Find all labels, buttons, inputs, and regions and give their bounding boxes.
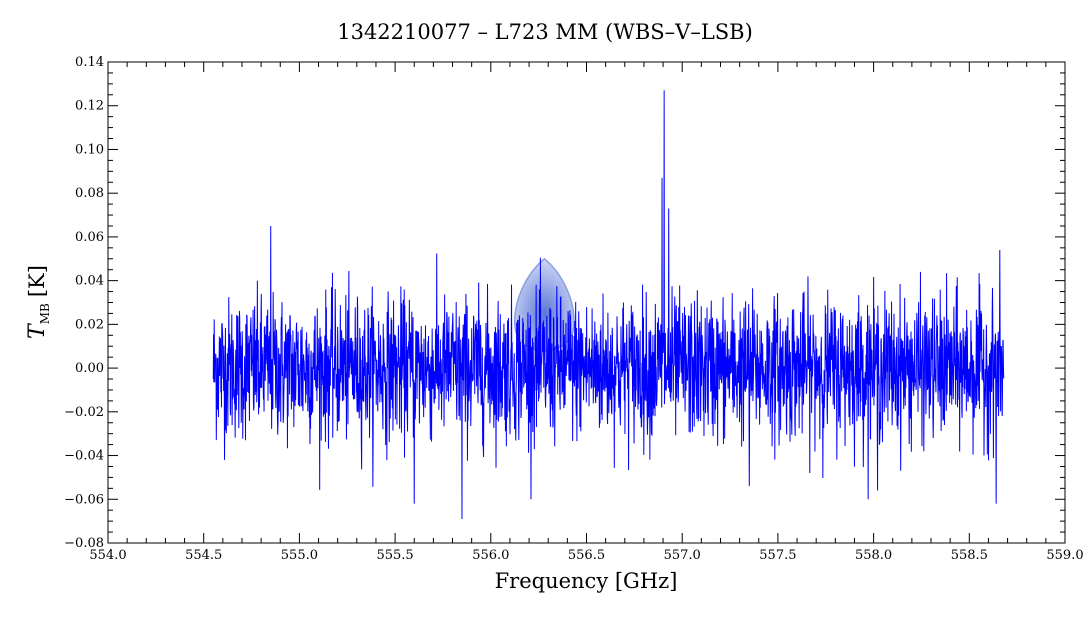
y-axis-unit: [K]	[25, 265, 49, 297]
y-tick-label: 0.12	[75, 99, 104, 114]
x-tick-label: 558.5	[951, 548, 988, 563]
y-axis-title: TMB [K]	[25, 265, 52, 339]
y-tick-label: 0.08	[75, 186, 104, 201]
x-tick-label: 557.5	[759, 548, 796, 563]
x-axis: 554.0 554.5 555.0 555.5 556.0 556.5 557.0 557.5…	[89, 62, 1084, 563]
x-tick-label: 558.0	[855, 548, 892, 563]
chart-title: 1342210077 – L723 MM (WBS–V–LSB)	[337, 20, 753, 44]
x-tick-label: 554.0	[89, 548, 126, 563]
y-tick-label: −0.06	[64, 492, 104, 507]
y-tick-label: −0.04	[64, 449, 104, 464]
plot-area	[212, 90, 1005, 519]
y-tick-label: 0.04	[75, 274, 104, 289]
y-tick-label: 0.02	[75, 317, 104, 332]
y-axis-symbol: T	[25, 322, 50, 339]
y-tick-label: −0.02	[64, 405, 104, 420]
x-tick-label: 557.0	[664, 548, 701, 563]
svg-text:TMB[K]: TMB [K]	[25, 265, 52, 339]
y-tick-label: −0.08	[64, 536, 104, 551]
x-axis-title: Frequency [GHz]	[495, 569, 678, 593]
x-tick-label: 556.5	[568, 548, 605, 563]
spectrum-line	[212, 90, 1005, 519]
y-tick-label: 0.10	[75, 142, 104, 157]
y-axis-subscript: MB	[38, 303, 52, 324]
plot-frame	[107, 61, 1066, 544]
y-tick-label: 0.14	[75, 55, 104, 70]
y-tick-label: 0.06	[75, 230, 104, 245]
y-tick-label: 0.00	[75, 361, 104, 376]
x-tick-label: 555.0	[281, 548, 318, 563]
x-tick-label: 556.0	[472, 548, 509, 563]
x-tick-label: 559.0	[1046, 548, 1083, 563]
y-axis: −0.08 −0.06 −0.04 −0.02 0.00 0.02 0.04 0.06 0.08…	[64, 55, 1065, 551]
x-tick-label: 555.5	[376, 548, 413, 563]
x-tick-label: 554.5	[185, 548, 222, 563]
